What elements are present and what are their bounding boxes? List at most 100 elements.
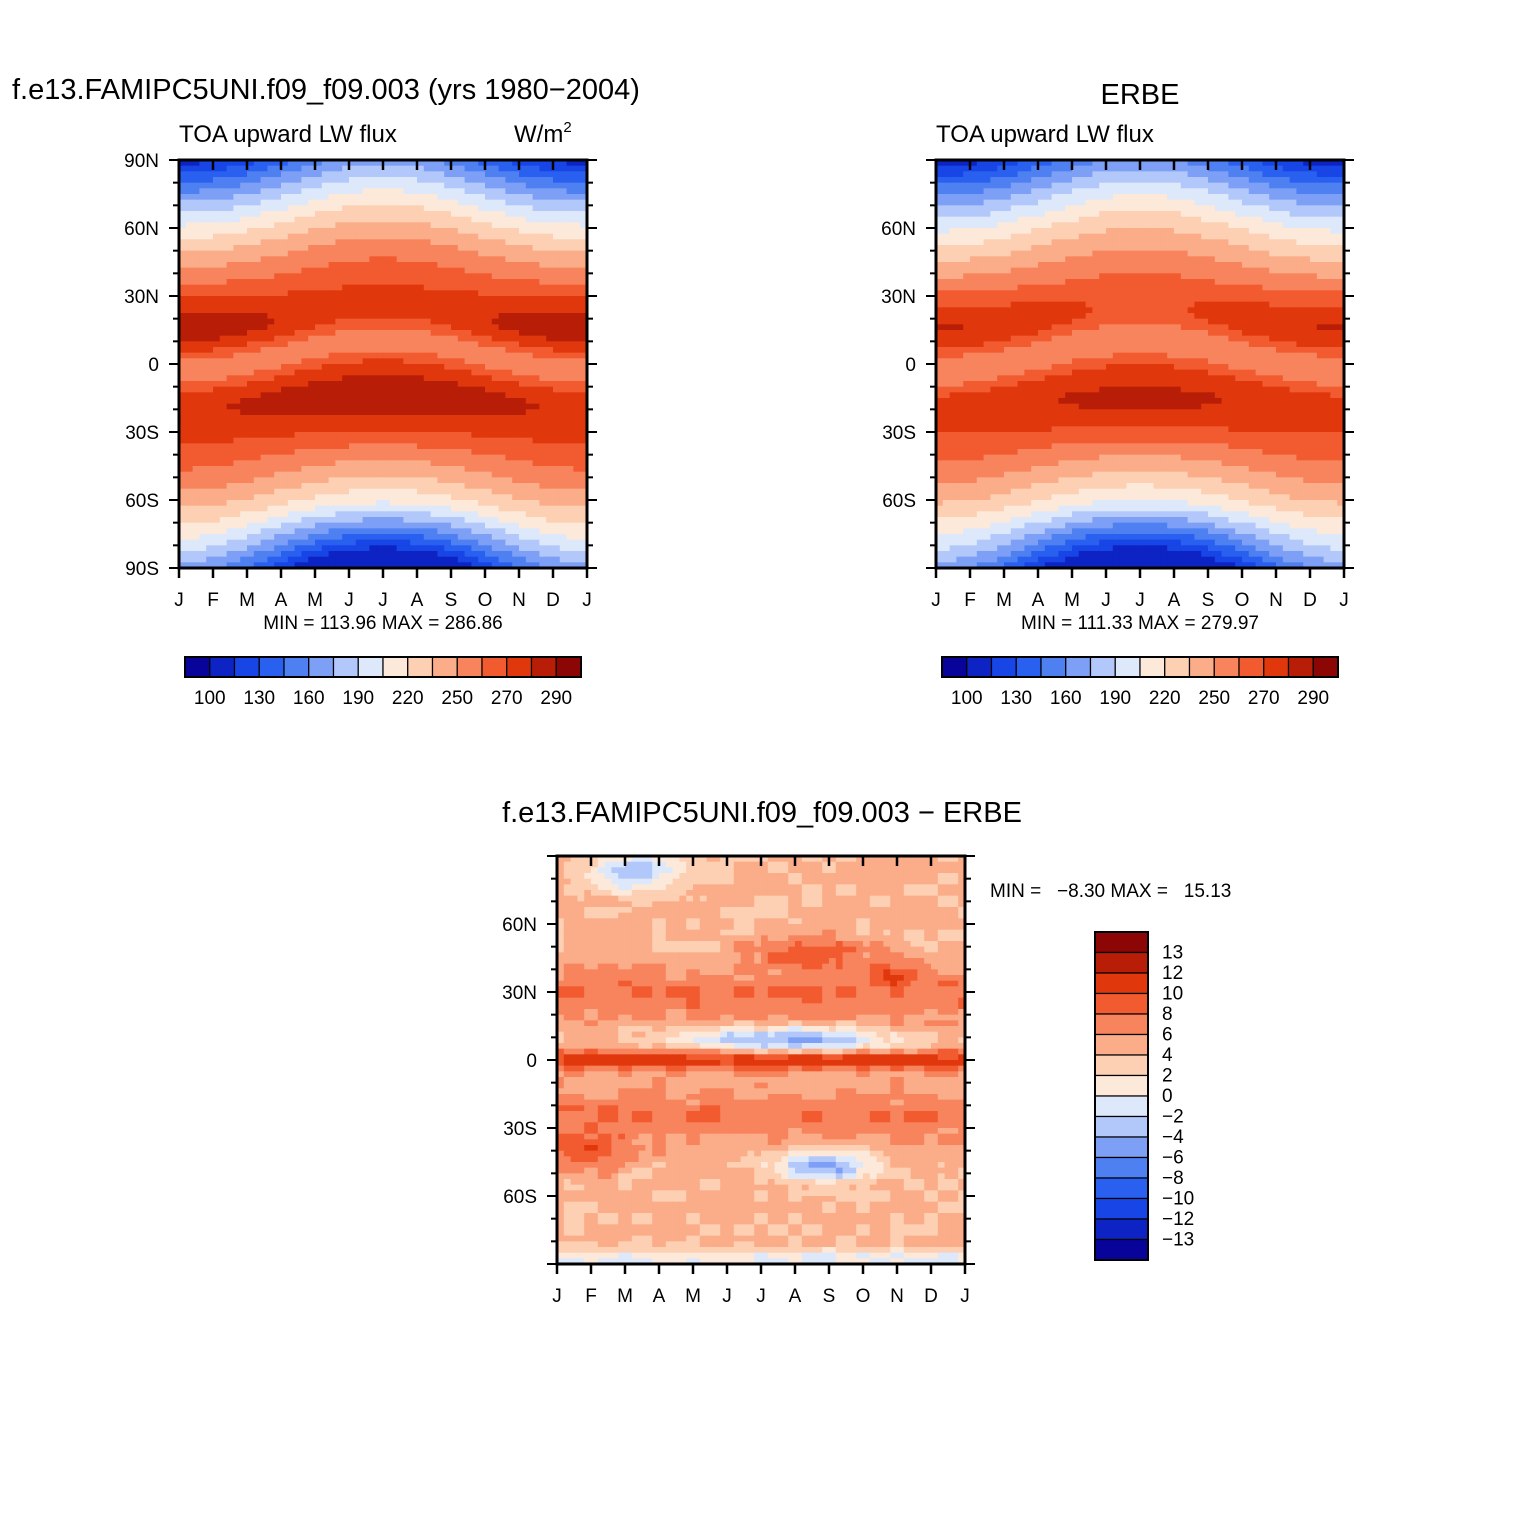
tl-cell	[335, 262, 343, 269]
tl-cell	[206, 483, 214, 490]
tl-cell	[342, 415, 350, 422]
tl-cell	[206, 420, 214, 427]
tl-cell	[383, 437, 391, 444]
tl-cell	[430, 545, 438, 552]
tl-cell	[267, 160, 275, 167]
tr-cell	[1262, 182, 1270, 189]
tl-cell	[226, 160, 234, 167]
tl-cell	[185, 517, 194, 524]
tl-cell	[328, 522, 336, 529]
tl-cell	[444, 352, 452, 359]
tl-cell	[349, 273, 357, 280]
tl-cell	[213, 233, 221, 240]
tl-cell	[233, 386, 241, 393]
tl-cell	[226, 352, 234, 359]
tl-cell	[437, 216, 445, 223]
tr-cell	[1248, 177, 1257, 184]
tl-cell	[335, 245, 343, 252]
tl-cell	[199, 364, 207, 371]
tl-cell	[315, 267, 323, 274]
tl-cell	[498, 324, 506, 331]
tl-cell	[308, 454, 316, 461]
tl-cell	[335, 539, 343, 546]
tl-cell	[328, 347, 336, 354]
tl-cell	[512, 267, 520, 274]
tl-cell	[580, 443, 588, 450]
tl-cell	[471, 454, 479, 461]
tl-cell	[546, 352, 554, 359]
tl-cell	[335, 250, 343, 257]
tl-cell	[281, 245, 289, 252]
tl-cell	[281, 324, 289, 331]
tl-cell	[321, 194, 330, 201]
tl-cell	[519, 165, 527, 172]
tr-cell	[1112, 194, 1121, 201]
tl-cell	[383, 199, 391, 206]
tl-cell	[573, 352, 581, 359]
tl-cell	[553, 403, 561, 410]
tl-cell	[573, 522, 581, 529]
tl-cell	[267, 262, 275, 269]
tl-cell	[498, 369, 506, 376]
tl-cell	[185, 182, 194, 189]
tl-cell	[240, 222, 248, 229]
tl-cell	[505, 443, 513, 450]
tr-cell	[1078, 188, 1087, 195]
tl-cell	[349, 205, 357, 212]
tl-cell	[287, 511, 296, 518]
tr-cell	[949, 160, 957, 167]
tl-cell	[199, 477, 207, 484]
tl-cell	[185, 347, 194, 354]
tl-cell	[369, 551, 377, 558]
tr-cell	[1038, 182, 1046, 189]
tl-cell	[389, 562, 398, 569]
tl-cell	[512, 551, 520, 558]
tl-cell	[321, 233, 330, 240]
tl-cell	[376, 403, 384, 410]
tl-cell	[321, 409, 330, 416]
tl-cell	[301, 165, 309, 172]
tl-cell	[396, 250, 404, 257]
tl-cell	[226, 256, 234, 263]
tl-cell	[315, 352, 323, 359]
tl-cell	[349, 511, 357, 518]
tl-cell	[233, 551, 241, 558]
tl-cell	[199, 279, 207, 286]
tl-cell	[294, 517, 302, 524]
tl-cell	[389, 369, 398, 376]
tl-cell	[226, 290, 234, 297]
tl-cell	[498, 449, 506, 456]
tl-cell	[328, 228, 336, 235]
tl-cell	[369, 171, 377, 178]
tl-cell	[294, 182, 302, 189]
tl-cell	[383, 330, 391, 337]
tl-cell	[451, 488, 459, 495]
tl-cell	[219, 307, 228, 314]
tl-cell	[199, 386, 207, 393]
tl-cell	[267, 165, 275, 172]
tl-cell	[301, 341, 309, 348]
tl-cell	[417, 182, 425, 189]
tl-cell	[573, 199, 581, 206]
tl-cell	[260, 398, 268, 405]
tl-cell	[308, 250, 316, 257]
tl-cell	[274, 483, 282, 490]
tl-cell	[362, 381, 370, 388]
tl-cell	[417, 539, 425, 546]
tr-cell	[1330, 205, 1338, 212]
tl-cell	[335, 239, 343, 246]
tl-cell	[559, 313, 568, 320]
tl-cell	[287, 290, 296, 297]
tr-cell	[1296, 188, 1304, 195]
tl-cell	[355, 443, 364, 450]
tr-cell	[1310, 205, 1318, 212]
tl-cell	[321, 177, 330, 184]
tl-cell	[206, 386, 214, 393]
tr-cell	[1255, 194, 1263, 201]
tl-cell	[437, 307, 445, 314]
tr-cell	[1044, 205, 1053, 212]
tl-cell	[519, 403, 527, 410]
tl-cell	[308, 494, 316, 501]
tr-cell	[1187, 188, 1195, 195]
tl-cell	[539, 471, 547, 478]
